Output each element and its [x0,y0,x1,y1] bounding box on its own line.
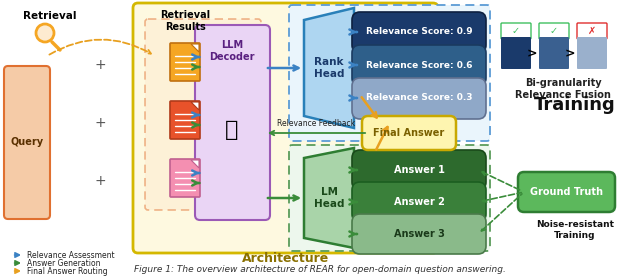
Polygon shape [304,148,354,248]
Circle shape [36,24,54,42]
Polygon shape [191,102,199,110]
Text: Answer 3: Answer 3 [394,229,444,239]
Text: Bi-granularity
Relevance Fusion: Bi-granularity Relevance Fusion [515,78,611,100]
Text: +: + [94,174,106,188]
Polygon shape [304,8,354,128]
Text: +: + [94,116,106,130]
Text: Query: Query [10,137,44,147]
Polygon shape [191,44,199,52]
FancyBboxPatch shape [577,23,607,39]
Text: ✓: ✓ [550,26,558,36]
Text: Figure 1: The overview architecture of REAR for open-domain question answering.: Figure 1: The overview architecture of R… [134,265,506,274]
FancyBboxPatch shape [170,101,200,139]
FancyBboxPatch shape [539,37,569,69]
FancyBboxPatch shape [352,45,486,86]
FancyBboxPatch shape [289,5,490,141]
Text: >: > [564,47,575,60]
FancyBboxPatch shape [501,37,531,69]
FancyBboxPatch shape [133,3,438,253]
Text: Ground Truth: Ground Truth [529,187,602,197]
FancyBboxPatch shape [352,12,486,53]
FancyBboxPatch shape [289,145,490,251]
FancyBboxPatch shape [518,172,615,212]
Text: Relevance Score: 0.9: Relevance Score: 0.9 [365,27,472,37]
Text: Final Answer Routing: Final Answer Routing [27,266,108,276]
Text: Final Answer: Final Answer [373,128,445,138]
FancyBboxPatch shape [362,116,456,150]
Text: Rank
Head: Rank Head [314,57,344,79]
Text: Retrieval
Results: Retrieval Results [160,10,210,32]
Text: Answer 1: Answer 1 [394,165,444,175]
Text: LM
Head: LM Head [314,187,344,209]
FancyBboxPatch shape [352,150,486,190]
Text: Relevance Score: 0.6: Relevance Score: 0.6 [365,60,472,70]
Text: Retrieval: Retrieval [23,11,77,21]
Text: +: + [94,58,106,72]
Text: Answer Generation: Answer Generation [27,258,100,268]
Text: Relevance Score: 0.3: Relevance Score: 0.3 [365,94,472,102]
Polygon shape [191,160,199,168]
Text: ✗: ✗ [588,26,596,36]
FancyBboxPatch shape [352,182,486,222]
FancyBboxPatch shape [145,19,261,210]
Text: 🦙: 🦙 [225,120,239,140]
FancyBboxPatch shape [170,159,200,197]
FancyBboxPatch shape [195,25,270,220]
FancyBboxPatch shape [501,23,531,39]
FancyBboxPatch shape [577,37,607,69]
Text: Relevance Assessment: Relevance Assessment [27,250,115,260]
Text: Training: Training [534,96,616,114]
Text: Architecture: Architecture [242,252,329,265]
Text: LLM
Decoder: LLM Decoder [209,40,255,61]
FancyBboxPatch shape [4,66,50,219]
FancyBboxPatch shape [352,214,486,254]
Text: Answer 2: Answer 2 [394,197,444,207]
Text: ✓: ✓ [512,26,520,36]
Text: >: > [527,47,537,60]
Text: Relevance Feedback: Relevance Feedback [277,119,355,128]
FancyBboxPatch shape [352,78,486,119]
FancyBboxPatch shape [170,43,200,81]
FancyBboxPatch shape [539,23,569,39]
Text: Noise-resistant
Training: Noise-resistant Training [536,220,614,240]
